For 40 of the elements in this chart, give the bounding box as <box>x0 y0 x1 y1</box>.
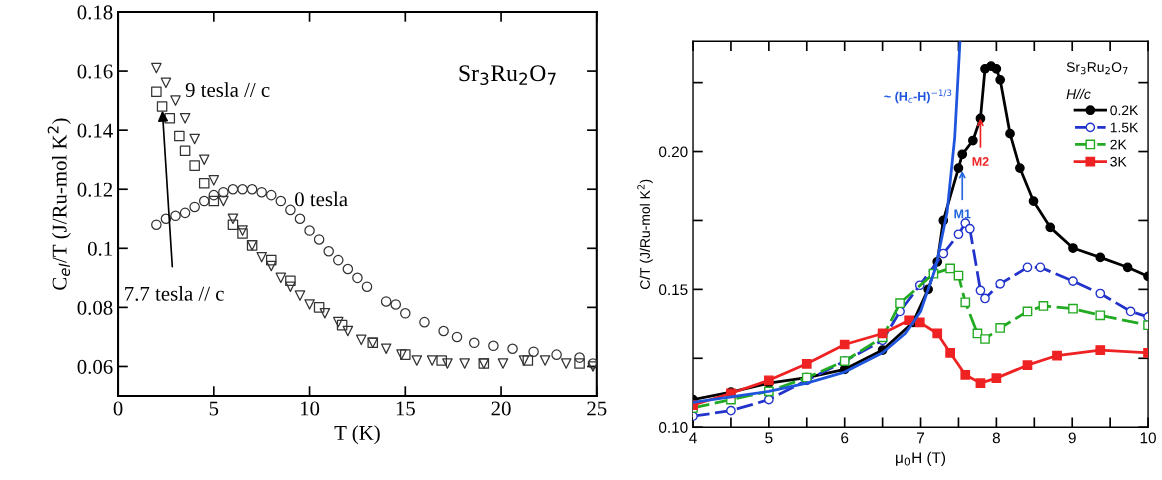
x-tick-label: 5 <box>209 401 219 416</box>
y-tick-label: 0.18 <box>77 5 113 20</box>
annotation: M1 <box>954 209 971 219</box>
x-axis-title: μ$_{0}$H (T) <box>896 451 946 467</box>
y-tick-label: 0.14 <box>77 123 113 138</box>
y-tick-label: 0.10 <box>659 422 688 433</box>
annotation: Sr$_{3}$Ru$_{2}$O$_{7}$ <box>459 65 556 86</box>
series-label: 9 tesla // c <box>185 82 270 97</box>
y-tick-label: 0.15 <box>659 284 688 296</box>
x-tick-label: 9 <box>1068 432 1076 444</box>
x-tick-label: 6 <box>841 432 849 444</box>
y-tick-label: 0.06 <box>77 359 113 374</box>
x-tick-label: 4 <box>689 432 697 444</box>
x-tick-label: 20 <box>491 401 511 416</box>
y-tick-label: 0.20 <box>659 146 688 158</box>
y-tick-label: 0.12 <box>77 182 113 197</box>
x-tick-label: 0 <box>113 401 123 416</box>
legend-label: 0.2K <box>1110 105 1139 116</box>
annotation: M2 <box>972 157 989 166</box>
x-tick-label: 8 <box>992 432 1000 444</box>
legend-label: 1.5K <box>1110 122 1139 133</box>
x-tick-label: 5 <box>765 432 773 444</box>
x-tick-label: 7 <box>917 432 925 444</box>
x-tick-label: 15 <box>396 401 415 416</box>
legend-label: 2K <box>1110 139 1127 150</box>
y-tick-label: 0.16 <box>77 64 113 79</box>
y-axis-title: C$_{el}$/T (J/Ru-mol K$^{2}$) <box>47 118 71 290</box>
annotation: Sr$_{3}$Ru$_{2}$O$_{7}$ <box>1066 62 1128 75</box>
legend-label: 3K <box>1110 156 1127 167</box>
series-label: ~ (H$_{c}$-H)$^{−1/3}$ <box>884 89 952 104</box>
series-label: 0 tesla <box>295 191 348 207</box>
text: 7.7 tesla // c <box>125 286 224 301</box>
x-tick-label: 25 <box>587 401 607 416</box>
x-tick-label: 10 <box>300 401 320 416</box>
annotation: H//c <box>1066 88 1091 100</box>
y-tick-label: 0.1 <box>87 241 112 256</box>
x-axis-title: T (K) <box>334 425 380 445</box>
x-tick-label: 10 <box>1140 432 1156 444</box>
y-tick-label: 0.08 <box>77 300 113 315</box>
y-axis-title: C/T (J/Ru-mol K$^{2}$) <box>637 179 653 290</box>
